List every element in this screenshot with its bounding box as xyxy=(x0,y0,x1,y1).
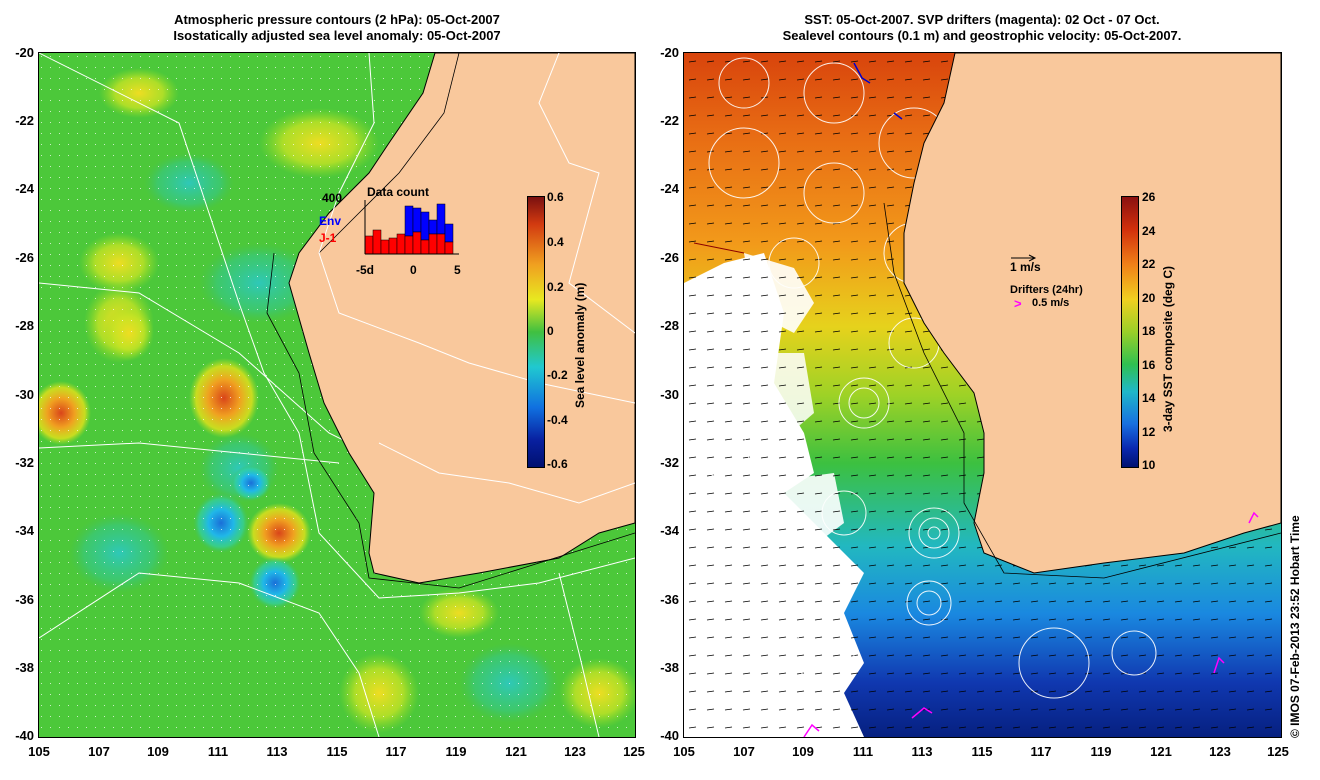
inset-title: Data count xyxy=(367,185,430,199)
right-lon-tick: 125 xyxy=(1267,744,1289,759)
right-lon-tick: 113 xyxy=(911,744,933,759)
right-lat-tick: -40 xyxy=(660,728,679,743)
inset-count-label: 400 xyxy=(322,191,343,205)
left-lat-tick: -20 xyxy=(15,45,34,60)
right-lon-tick: 105 xyxy=(673,744,695,759)
sst-tick: 18 xyxy=(1142,324,1156,338)
right-lat-tick: -26 xyxy=(660,250,679,265)
left-lat-tick: -36 xyxy=(15,592,34,607)
inset-env-label: Env xyxy=(319,214,342,228)
left-lon-tick: 117 xyxy=(385,744,407,759)
right-lon-tick: 121 xyxy=(1150,744,1172,759)
sla-tick: 0.6 xyxy=(547,190,564,204)
sst-tick: 24 xyxy=(1142,224,1156,238)
inset-xtick-5: 5 xyxy=(454,263,461,277)
right-lon-tick: 111 xyxy=(852,744,874,759)
right-lat-tick: -24 xyxy=(660,181,679,196)
left-lon-tick: 113 xyxy=(266,744,288,759)
inset-xtick-0: 0 xyxy=(410,263,417,277)
sst-tick: 16 xyxy=(1142,358,1156,372)
left-lon-tick: 125 xyxy=(623,744,645,759)
left-title: Atmospheric pressure contours (2 hPa): 0… xyxy=(38,12,636,44)
sla-tick: 0 xyxy=(547,324,554,338)
right-lon-tick: 109 xyxy=(792,744,814,759)
left-lat-tick: -32 xyxy=(15,455,34,470)
right-lon-tick: 107 xyxy=(733,744,755,759)
right-lat-tick: -22 xyxy=(660,113,679,128)
sst-tick: 12 xyxy=(1142,425,1156,439)
sst-colorbar xyxy=(1121,196,1139,468)
right-lat-tick: -36 xyxy=(660,592,679,607)
left-lon-tick: 121 xyxy=(505,744,527,759)
right-lat-tick: -34 xyxy=(660,523,679,538)
data-count-histogram xyxy=(364,200,459,255)
left-lon-tick: 109 xyxy=(147,744,169,759)
sst-tick: 26 xyxy=(1142,190,1156,204)
sla-tick: -0.6 xyxy=(547,457,568,471)
left-lon-tick: 105 xyxy=(28,744,50,759)
right-lat-tick: -28 xyxy=(660,318,679,333)
sla-tick: 0.2 xyxy=(547,280,564,294)
left-lat-tick: -30 xyxy=(15,387,34,402)
right-lat-tick: -32 xyxy=(660,455,679,470)
right-lon-tick: 119 xyxy=(1090,744,1112,759)
sst-tick: 10 xyxy=(1142,458,1156,472)
inset-xtick-minus5: -5d xyxy=(356,263,374,277)
left-lon-tick: 123 xyxy=(564,744,586,759)
right-title-line2: Sealevel contours (0.1 m) and geostrophi… xyxy=(782,28,1182,43)
left-title-line2: Isostatically adjusted sea level anomaly… xyxy=(173,28,501,43)
right-title: SST: 05-Oct-2007. SVP drifters (magenta)… xyxy=(683,12,1281,44)
velocity-scale-label: 1 m/s xyxy=(1010,260,1041,274)
left-lon-tick: 119 xyxy=(445,744,467,759)
sla-tick: 0.4 xyxy=(547,235,564,249)
left-lat-tick: -38 xyxy=(15,660,34,675)
left-lon-tick: 115 xyxy=(326,744,348,759)
left-lat-tick: -28 xyxy=(15,318,34,333)
inset-j1-label: J-1 xyxy=(319,231,337,245)
sst-tick: 22 xyxy=(1142,257,1156,271)
right-lon-tick: 115 xyxy=(971,744,993,759)
right-title-line1: SST: 05-Oct-2007. SVP drifters (magenta)… xyxy=(804,12,1160,27)
sla-tick: -0.2 xyxy=(547,368,568,382)
imos-credit: © IMOS 07-Feb-2013 23:52 Hobart Time xyxy=(1288,515,1302,738)
sla-colorbar-label: Sea level anomaly (m) xyxy=(573,282,587,408)
left-lat-tick: -34 xyxy=(15,523,34,538)
right-lon-tick: 117 xyxy=(1030,744,1052,759)
sst-tick: 14 xyxy=(1142,391,1156,405)
sla-tick: -0.4 xyxy=(547,413,568,427)
right-lon-tick: 123 xyxy=(1209,744,1231,759)
sst-tick: 20 xyxy=(1142,291,1156,305)
velocity-scale-arrow xyxy=(1011,254,1037,262)
left-lon-tick: 111 xyxy=(207,744,229,759)
drifters-scale-label: 0.5 m/s xyxy=(1032,297,1070,309)
right-lat-tick: -20 xyxy=(660,45,679,60)
right-lat-tick: -38 xyxy=(660,660,679,675)
sst-map xyxy=(683,52,1282,738)
left-lat-tick: -24 xyxy=(15,181,34,196)
left-lat-tick: -26 xyxy=(15,250,34,265)
left-title-line1: Atmospheric pressure contours (2 hPa): 0… xyxy=(174,12,500,27)
left-lat-tick: -22 xyxy=(15,113,34,128)
left-lat-tick: -40 xyxy=(15,728,34,743)
drifters-arrow-icon: > xyxy=(1014,296,1022,311)
right-lat-tick: -30 xyxy=(660,387,679,402)
sea-level-anomaly-map xyxy=(38,52,636,738)
sea-level-colorbar xyxy=(527,196,545,468)
left-lon-tick: 107 xyxy=(88,744,110,759)
sst-colorbar-label: 3-day SST composite (deg C) xyxy=(1161,265,1175,432)
drifters-label: Drifters (24hr) xyxy=(1010,284,1083,296)
